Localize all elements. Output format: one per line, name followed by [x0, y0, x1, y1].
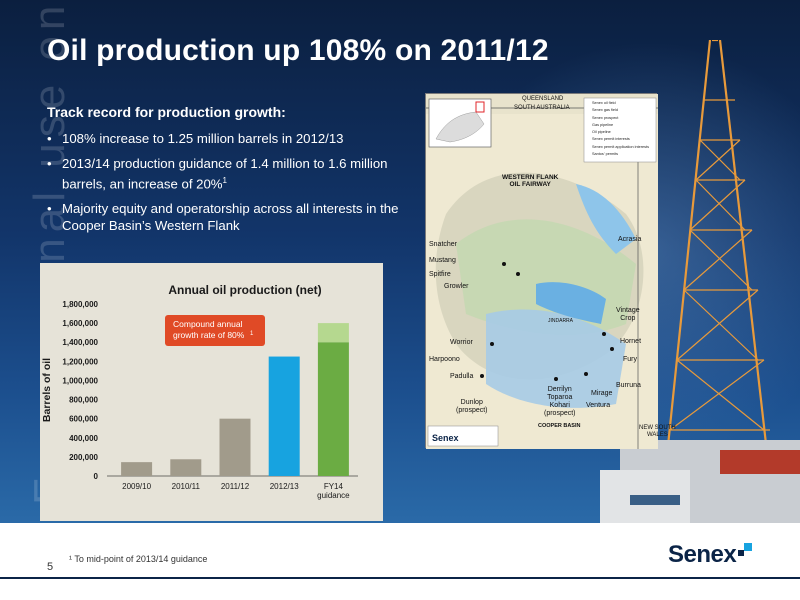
bullet-marker: • [47, 156, 52, 171]
bar-2010-11 [170, 459, 202, 476]
drilling-rig-photo [600, 40, 800, 523]
bar-fy14-guidance-range [317, 323, 349, 343]
map-label-vintage-crop: Vintage Crop [616, 307, 640, 323]
map-label-dunlop: Dunlop (prospect) [456, 399, 488, 415]
bar-2009-10 [121, 462, 153, 476]
y-tick-label: 1,200,000 [62, 357, 98, 366]
map-legend: Senex oil field Senex gas field Senex pros… [592, 100, 658, 158]
map-legend-item: Senex gas field [592, 108, 618, 113]
x-tick-label: 2009/10 [122, 482, 151, 491]
y-tick-label: 0 [94, 472, 99, 481]
footer-rule [0, 577, 800, 579]
bullet-marker: • [47, 131, 52, 146]
map-label-nsw: NEW SOUTH WALES [639, 425, 676, 438]
bullet-marker: • [47, 201, 52, 217]
bar-2011-12 [219, 418, 251, 476]
y-tick-label: 1,400,000 [62, 338, 98, 347]
map-label-senex: Senex [432, 433, 459, 443]
x-tick-label: 2010/11 [172, 482, 201, 491]
bullet-text: Majority equity and operatorship across … [62, 201, 399, 234]
bullet-item: • 108% increase to 1.25 million barrels … [47, 130, 417, 147]
chart-title: Annual oil production (net) [168, 283, 321, 297]
map-label-derrilyn: Derrilyn Toparoa Kohari (prospect) [544, 386, 576, 418]
page-number: 5 [47, 561, 54, 573]
map-label-worrior: Worrior [450, 339, 473, 346]
slide-title: Oil production up 108% on 2011/12 [47, 34, 549, 67]
map-legend-item: Oil pipeline [592, 130, 611, 135]
cagr-callout-text: Compound annual [173, 319, 243, 329]
map-label-fairway: WESTERN FLANK OIL FAIRWAY [502, 174, 559, 189]
map-label-queensland: QUEENSLAND [522, 96, 564, 102]
bullet-item: • 2013/14 production guidance of 1.4 mil… [47, 155, 417, 192]
bullet-text: 2013/14 production guidance of 1.4 milli… [62, 156, 388, 192]
map-label-mustang: Mustang [429, 257, 456, 264]
y-tick-label: 400,000 [69, 434, 98, 443]
map-legend-item: Senex prospect [592, 115, 619, 120]
map-legend-item: Santos' permits [592, 152, 619, 157]
footnote-ref: 1 [222, 176, 227, 185]
y-tick-label: 200,000 [69, 453, 98, 462]
map-label-burruna: Burruna [616, 382, 641, 389]
bullet-list: Track record for production growth: • 10… [47, 104, 417, 242]
map-legend-item: Senex permit interests [592, 137, 630, 142]
map-label-growler: Growler [444, 283, 469, 290]
y-tick-label: 1,800,000 [62, 300, 98, 309]
y-tick-label: 800,000 [69, 396, 98, 405]
map-label-spitfire: Spitfire [429, 271, 451, 278]
bullet-text: 108% increase to 1.25 million barrels in… [62, 131, 344, 146]
cagr-callout [165, 315, 265, 346]
map-legend-item: Senex oil field [592, 101, 616, 105]
western-flank-map: QUEENSLAND SOUTH AUSTRALIA WESTERN FLANK O… [425, 93, 676, 449]
chart-panel: Annual oil production (net) Barrels of oi… [40, 263, 383, 521]
y-tick-label: 1,000,000 [62, 376, 98, 385]
senex-logo: Senex [668, 541, 753, 569]
senex-logo-wordmark: Senex [668, 541, 737, 568]
map-label-ventura: Ventura [586, 402, 611, 409]
y-tick-label: 1,600,000 [62, 319, 98, 328]
map-label-south-australia: SOUTH AUSTRALIA [514, 105, 570, 111]
map-label-jindarra: JINDARRA [548, 318, 574, 324]
cagr-callout-text: growth rate of 80% [173, 330, 245, 340]
bar-2012-13 [268, 356, 300, 476]
bullets-heading: Track record for production growth: [47, 104, 286, 120]
footnote: ¹ To mid-point of 2013/14 guidance [69, 554, 208, 564]
x-tick-label: FY14 [324, 482, 344, 491]
y-tick-label: 600,000 [69, 415, 98, 424]
map-label-cooper-basin: COOPER BASIN [538, 423, 581, 429]
map-label-harpoono: Harpoono [429, 356, 460, 363]
map-graphic [426, 94, 658, 449]
map-label-acrasia: Acrasia [618, 236, 642, 243]
x-tick-label: guidance [317, 491, 350, 500]
map-label-mirage: Mirage [591, 390, 613, 397]
bar-fy14-guidance-low [317, 342, 349, 476]
senex-logo-mark [738, 543, 753, 556]
map-label-snatcher: Snatcher [429, 241, 458, 248]
y-axis-label: Barrels of oil [41, 358, 53, 422]
annual-oil-production-chart: Annual oil production (net) Barrels of oi… [41, 283, 358, 500]
bullet-item: • Majority equity and operatorship acros… [47, 200, 417, 234]
x-tick-label: 2011/12 [221, 482, 250, 491]
map-label-padulla: Padulla [450, 373, 474, 380]
map-label-hornet: Hornet [620, 338, 642, 345]
cagr-footnote-ref: 1 [250, 331, 254, 337]
map-legend-item: Senex permit application interests [592, 144, 649, 149]
map-label-fury: Fury [623, 356, 637, 363]
x-tick-label: 2012/13 [270, 482, 299, 491]
map-legend-item: Gas pipeline [592, 122, 614, 127]
